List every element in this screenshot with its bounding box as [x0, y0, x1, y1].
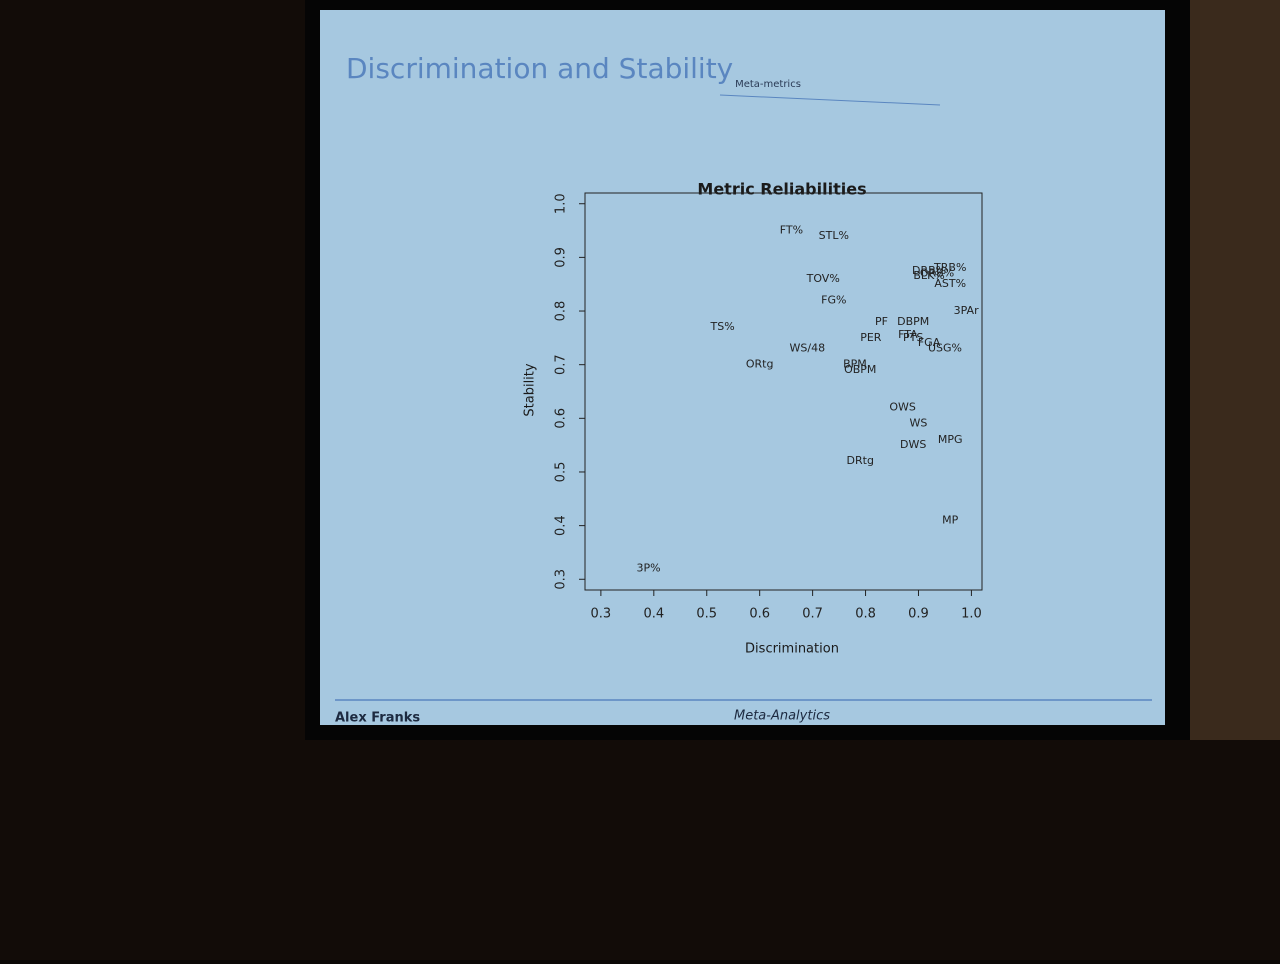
point-label: BPM [843, 358, 867, 371]
point-label: OBPM [844, 363, 876, 376]
plot-frame [584, 192, 983, 591]
y-axis-label: Stability [523, 363, 538, 417]
point-label: DRB% [912, 264, 946, 277]
point-label: BLK% [913, 269, 944, 282]
point-label: OWS [889, 401, 916, 414]
point-label: STL% [819, 229, 849, 242]
y-tick-label: 0.6 [554, 408, 569, 429]
point-label: MP [942, 513, 958, 526]
y-tick-label: 0.5 [554, 462, 569, 483]
y-tick-label: 0.7 [554, 354, 569, 375]
x-tick-label: 0.4 [643, 607, 664, 622]
point-label: DRtg [847, 454, 874, 467]
slide-title: Discrimination and Stability [346, 52, 733, 85]
point-label: TRB% [933, 261, 966, 274]
point-label: PER [860, 331, 882, 344]
x-tick-label: 0.6 [749, 607, 770, 622]
x-tick-label: 1.0 [961, 607, 982, 622]
slide-header: Meta-metrics [735, 79, 801, 90]
point-label: FGA [918, 336, 941, 349]
y-tick-label: 0.3 [554, 569, 569, 590]
point-label: PF [875, 315, 888, 328]
point-label: DWS [900, 438, 926, 451]
point-label: USG% [928, 342, 962, 355]
x-tick-label: 0.9 [908, 607, 929, 622]
point-label: DBPM [897, 315, 929, 328]
x-tick-label: 0.5 [696, 607, 717, 622]
point-label: AST% [934, 277, 966, 290]
y-tick-label: 0.9 [554, 247, 569, 268]
point-label: WS/48 [790, 342, 826, 355]
point-label: FG% [821, 293, 846, 306]
y-tick-label: 0.4 [554, 515, 569, 536]
x-tick-label: 0.8 [855, 607, 876, 622]
point-label: MPG [938, 433, 963, 446]
point-label: FT% [780, 224, 803, 237]
footer-title: Meta-Analytics [734, 709, 830, 724]
point-label: TOV% [806, 272, 840, 285]
x-tick-label: 0.7 [802, 607, 823, 622]
point-label: WS [910, 417, 928, 430]
header-rule [719, 94, 941, 106]
x-axis-label: Discrimination [745, 642, 839, 657]
y-tick-label: 1.0 [554, 193, 569, 214]
point-label: TS% [710, 320, 735, 333]
point-label: ORtg [746, 358, 774, 371]
point-label: PTS [903, 331, 923, 344]
slide [320, 10, 1165, 725]
point-label: FTA [898, 328, 918, 341]
point-label: 3P% [636, 562, 660, 575]
chart-title: Metric Reliabilities [697, 180, 866, 199]
x-tick-label: 0.3 [591, 607, 612, 622]
point-label: ORB% [920, 266, 954, 279]
point-label: 3PAr [954, 304, 979, 317]
footer-author: Alex Franks [335, 711, 420, 726]
y-tick-label: 0.8 [554, 301, 569, 322]
